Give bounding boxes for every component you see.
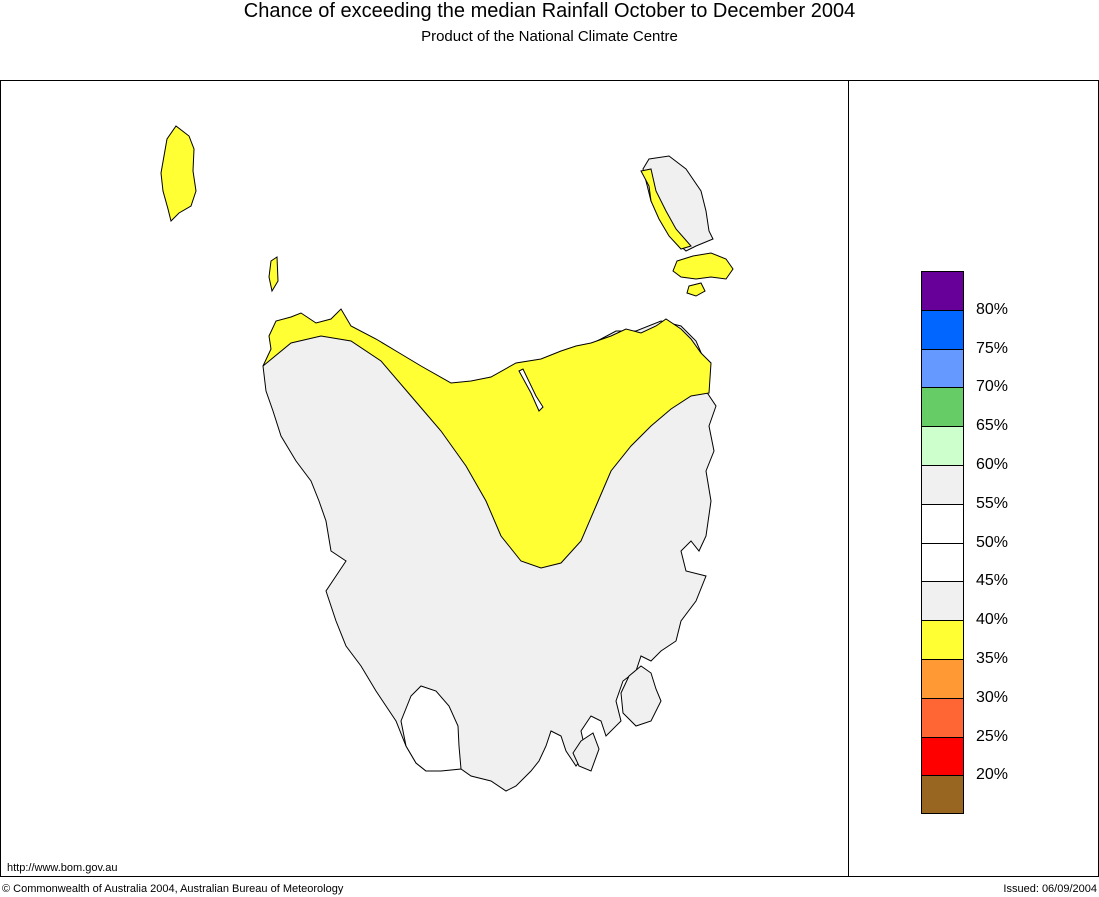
- legend-swatch: [921, 542, 964, 582]
- legend-label: 75%: [976, 339, 1009, 357]
- legend-label: 60%: [976, 456, 1009, 473]
- flinders-island: [642, 155, 714, 252]
- legend-swatch: [921, 659, 964, 698]
- tasmania-map: [160, 125, 734, 792]
- three-hummock-island: [268, 256, 279, 293]
- legend-label: 25%: [976, 727, 1009, 745]
- copyright-notice: © Commonwealth of Australia 2004, Austra…: [2, 883, 344, 895]
- legend-swatch: [921, 697, 964, 737]
- legend-swatch: [921, 426, 964, 466]
- legend-swatch: [921, 736, 964, 776]
- legend-label: 40%: [976, 611, 1009, 629]
- legend-label: 55%: [976, 494, 1009, 512]
- legend-swatch: [921, 309, 964, 349]
- source-url[interactable]: http://www.bom.gov.au: [7, 862, 118, 874]
- legend-label: 80%: [976, 300, 1009, 318]
- map-title: Chance of exceeding the median Rainfall …: [243, 0, 856, 22]
- legend-swatch: [921, 465, 964, 504]
- bruny-island: [572, 732, 600, 772]
- legend-swatch: [921, 581, 964, 621]
- north-yellow-zone: [262, 308, 712, 569]
- legend-panel: 80% 75% 70% 65% 60% 55% 50% 45% 40% 35% 30% 25% 20%: [849, 80, 1099, 877]
- legend-label: 30%: [976, 688, 1009, 706]
- flinders-island-yellow-edge: [640, 168, 692, 250]
- legend-swatch: [921, 503, 964, 543]
- legend-label: 35%: [976, 650, 1009, 667]
- clarke-island: [686, 282, 706, 297]
- tamar-river-inlet: [518, 368, 544, 412]
- southwest-white-zone: [400, 685, 462, 772]
- legend-swatch: [921, 348, 964, 388]
- legend-label: 20%: [976, 766, 1009, 784]
- legend-swatch: [921, 620, 964, 660]
- issued-date: Issued: 06/09/2004: [1003, 883, 1097, 895]
- legend-label: 50%: [976, 533, 1009, 551]
- legend-label: 45%: [976, 572, 1009, 590]
- legend-swatch: [921, 271, 964, 310]
- map-subtitle: Product of the National Climate Centre: [421, 28, 678, 45]
- legend-swatch: [921, 387, 964, 427]
- legend-swatch: [921, 775, 964, 815]
- king-island: [160, 125, 197, 222]
- cape-barren-island: [672, 252, 734, 280]
- legend-label: 65%: [976, 417, 1009, 435]
- legend-label: 70%: [976, 378, 1009, 396]
- tasman-peninsula: [620, 665, 662, 727]
- map-panel: http://www.bom.gov.au: [0, 80, 849, 877]
